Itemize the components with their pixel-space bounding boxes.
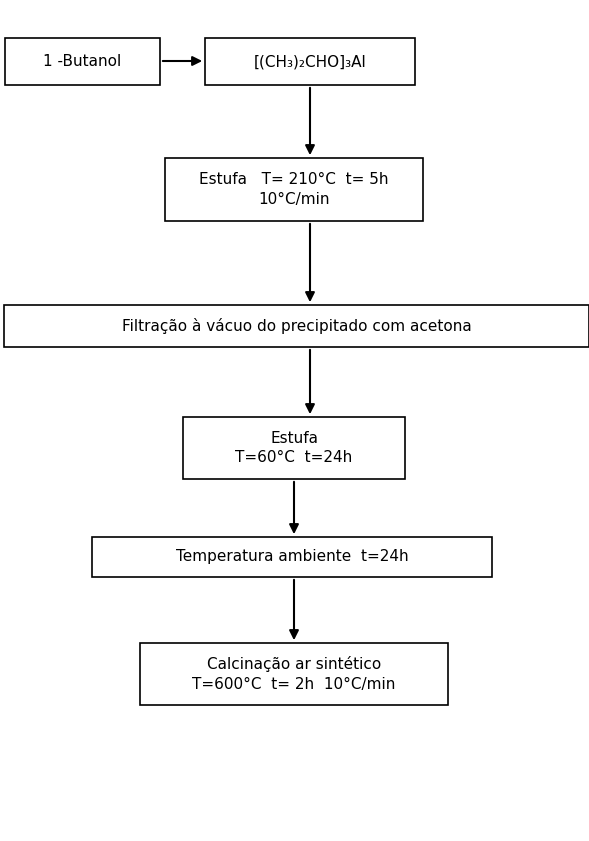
FancyBboxPatch shape <box>183 417 405 479</box>
Text: 1 -Butanol: 1 -Butanol <box>44 54 121 69</box>
FancyBboxPatch shape <box>205 38 415 85</box>
FancyBboxPatch shape <box>5 38 160 85</box>
FancyBboxPatch shape <box>92 537 492 577</box>
Text: Estufa   T= 210°C  t= 5h
10°C/min: Estufa T= 210°C t= 5h 10°C/min <box>199 172 389 207</box>
Text: Estufa
T=60°C  t=24h: Estufa T=60°C t=24h <box>236 431 353 465</box>
Text: Temperatura ambiente  t=24h: Temperatura ambiente t=24h <box>176 549 408 564</box>
Text: Filtração à vácuo do precipitado com acetona: Filtração à vácuo do precipitado com ace… <box>121 318 471 334</box>
Text: [(CH₃)₂CHO]₃Al: [(CH₃)₂CHO]₃Al <box>254 54 366 69</box>
FancyBboxPatch shape <box>165 158 423 221</box>
FancyBboxPatch shape <box>4 305 589 347</box>
Text: Calcinação ar sintético
T=600°C  t= 2h  10°C/min: Calcinação ar sintético T=600°C t= 2h 10… <box>193 656 396 692</box>
FancyBboxPatch shape <box>140 643 448 705</box>
